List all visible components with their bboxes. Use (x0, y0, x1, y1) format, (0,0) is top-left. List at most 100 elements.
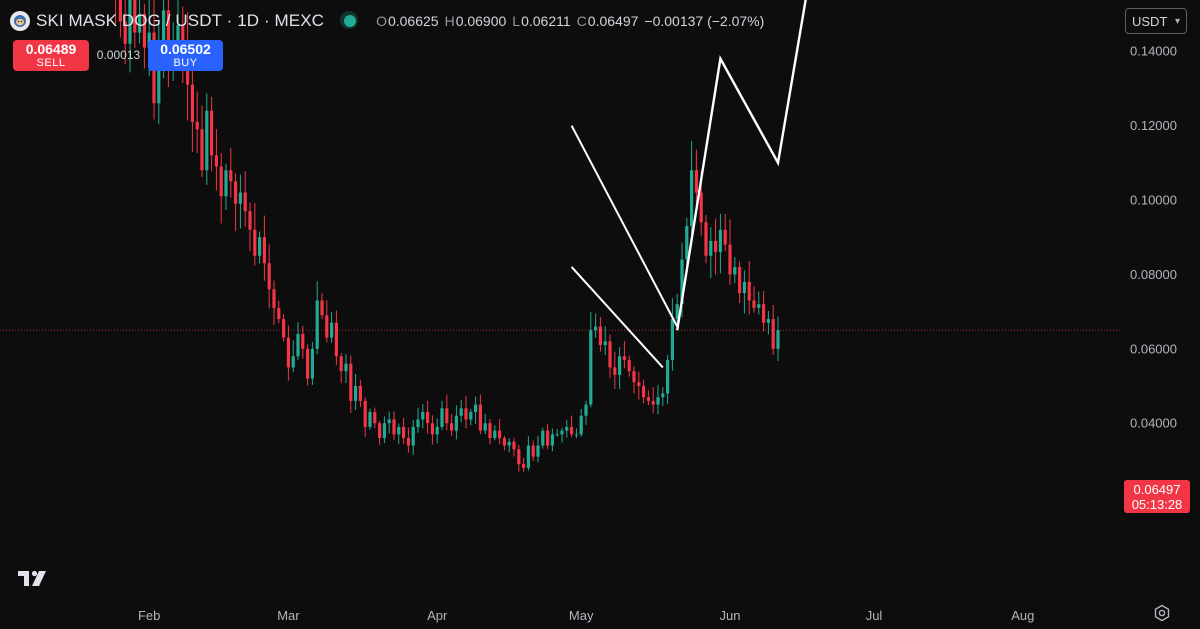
candle-body (358, 386, 362, 401)
price-axis[interactable]: 0.300000.280000.260000.240000.220000.200… (1130, 0, 1177, 505)
last-price-label: 0.06497 05:13:28 (1124, 480, 1190, 513)
candle-body (286, 337, 290, 368)
candle-body (349, 363, 353, 401)
projection-path[interactable] (676, 0, 941, 331)
candle-body (728, 244, 732, 275)
sell-button[interactable]: 0.06489 SELL (13, 40, 89, 71)
candle-body (694, 170, 698, 193)
chevron-down-icon: ▾ (1174, 15, 1180, 27)
low-label: L (512, 13, 521, 29)
candle-body (546, 430, 550, 446)
time-tick-label: May (569, 608, 594, 623)
candle-body (416, 419, 420, 427)
candle-body (354, 386, 358, 401)
candle-body (565, 426, 569, 431)
candle-body (498, 430, 502, 439)
candle-body (666, 359, 670, 394)
candle-body (176, 25, 180, 41)
close-label: C (576, 13, 587, 29)
candle-body (440, 408, 444, 427)
candle-body (651, 400, 655, 405)
candle-body (157, 43, 161, 104)
ski-mask-dog-icon[interactable] (10, 11, 30, 31)
candle-body (714, 240, 718, 253)
buy-price: 0.06502 (160, 41, 211, 57)
buy-button[interactable]: 0.06502 BUY (148, 40, 223, 71)
change-value: −0.00137 (−2.07%) (644, 13, 765, 29)
candle-body (296, 333, 300, 357)
candle-body (368, 412, 372, 427)
sell-price: 0.06489 (25, 41, 77, 57)
candle-body (555, 434, 559, 436)
candle-body (747, 281, 751, 301)
candle-body (733, 266, 737, 275)
wedge-lower-line[interactable] (570, 266, 664, 369)
candle-body (478, 404, 482, 431)
candle-body (205, 110, 209, 171)
candle-body (224, 170, 228, 197)
price-tick-label: 0.12000 (1130, 118, 1177, 133)
candle-body (445, 408, 449, 424)
symbol-header: SKI MASK DOG / USDT · 1D · MEXC O 0.06625… (10, 8, 764, 34)
candle-body (306, 348, 310, 379)
candle-body (531, 445, 535, 457)
low-value: 0.06211 (521, 13, 571, 29)
open-value: 0.06625 (387, 13, 439, 29)
candle-body (421, 412, 425, 420)
candle-body (195, 121, 199, 130)
candle-body (589, 330, 593, 405)
time-tick-label: Jun (720, 608, 741, 623)
tradingview-logo-icon[interactable] (18, 568, 50, 588)
candle-body (406, 438, 410, 446)
candle-body (142, 14, 146, 48)
candle-body (493, 430, 497, 439)
candle-body (584, 404, 588, 416)
candle-body (507, 441, 511, 446)
candle-body (363, 400, 367, 427)
candle-body (512, 441, 516, 450)
candle-body (450, 423, 454, 431)
gear-icon[interactable] (1153, 604, 1171, 622)
high-value: 0.06900 (455, 13, 507, 29)
candle-body (133, 0, 137, 33)
candle-body (190, 84, 194, 122)
candle-body (277, 307, 281, 320)
sell-label: SELL (36, 57, 66, 69)
candle-body (267, 263, 271, 290)
candle-body (570, 426, 574, 435)
wedge-upper-line[interactable] (570, 125, 679, 327)
candle-body (704, 222, 708, 256)
candle-body (210, 110, 214, 156)
candle-body (243, 192, 247, 212)
candle-body (603, 341, 607, 346)
candle-body (680, 259, 684, 305)
currency-selector[interactable]: USDT ▾ (1125, 8, 1187, 34)
candle-body (550, 434, 554, 446)
candle-body (234, 181, 238, 204)
candle-body (488, 423, 492, 439)
market-open-indicator[interactable] (340, 11, 359, 29)
candle-body (709, 240, 713, 256)
time-axis[interactable]: Feb Mar Apr May Jun Jul Aug (138, 608, 1034, 623)
candle-body (766, 319, 770, 323)
candle-body (742, 281, 746, 293)
price-tick-label: 0.04000 (1130, 416, 1177, 431)
candle-body (325, 315, 329, 338)
candle-body (656, 397, 660, 405)
candle-body (162, 10, 166, 44)
price-tick-label: 0.08000 (1130, 267, 1177, 282)
candle-body (214, 155, 218, 167)
candle-body (402, 426, 406, 439)
candle-body (123, 21, 127, 44)
candle-body (248, 211, 252, 230)
candle-body (541, 430, 545, 446)
last-price-value: 0.06497 (1133, 482, 1181, 497)
drawing-layer[interactable] (570, 0, 946, 369)
symbol-title[interactable]: SKI MASK DOG / USDT · 1D · MEXC (36, 11, 325, 30)
candle-body (378, 423, 382, 439)
candle-body (454, 415, 458, 431)
candle-body (642, 386, 646, 398)
candle-body (219, 166, 223, 197)
candle-body (757, 304, 761, 308)
